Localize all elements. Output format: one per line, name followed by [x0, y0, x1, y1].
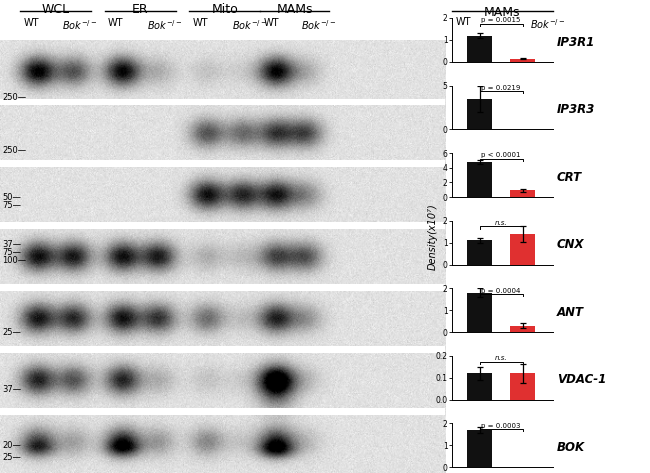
Text: 25—: 25—: [2, 327, 21, 336]
Text: WT: WT: [192, 18, 208, 28]
Text: Mito: Mito: [211, 3, 239, 16]
Text: p = 0.0219: p = 0.0219: [482, 85, 521, 91]
Text: CNX: CNX: [557, 238, 584, 251]
Text: $Bok^{-/-}$: $Bok^{-/-}$: [231, 18, 267, 32]
Bar: [0, 284, 445, 291]
Text: MAMs: MAMs: [484, 6, 521, 19]
Bar: [0, 98, 445, 105]
Text: WT: WT: [108, 18, 124, 28]
Text: IP3R1: IP3R1: [557, 35, 595, 49]
Text: $Bok^{-/-}$: $Bok^{-/-}$: [530, 17, 565, 31]
Text: WT: WT: [23, 18, 39, 28]
Bar: [510, 373, 535, 400]
Text: 25—: 25—: [2, 453, 21, 462]
Text: Density(x10⁷): Density(x10⁷): [427, 203, 437, 270]
Text: BOK: BOK: [557, 441, 585, 454]
Bar: [510, 325, 535, 332]
Bar: [467, 430, 492, 467]
Bar: [510, 191, 535, 197]
Text: 250—: 250—: [2, 146, 27, 155]
Text: 20—: 20—: [2, 441, 21, 450]
Bar: [467, 35, 492, 62]
Text: p = 0.0004: p = 0.0004: [482, 288, 521, 294]
Text: MAMs: MAMs: [277, 3, 313, 16]
Text: 75—: 75—: [2, 248, 21, 257]
Bar: [467, 373, 492, 400]
Text: ER: ER: [132, 3, 149, 16]
Text: VDAC-1: VDAC-1: [557, 374, 606, 386]
Bar: [0, 222, 445, 229]
Bar: [510, 59, 535, 62]
Bar: [467, 99, 492, 130]
Bar: [467, 162, 492, 197]
Bar: [467, 240, 492, 264]
Bar: [0, 346, 445, 353]
Text: 37—: 37—: [2, 240, 21, 249]
Text: 50—: 50—: [2, 193, 21, 202]
Text: WT: WT: [456, 17, 471, 27]
Bar: [510, 234, 535, 264]
Text: 250—: 250—: [2, 93, 27, 102]
Text: CRT: CRT: [557, 171, 582, 184]
Text: 75—: 75—: [2, 201, 21, 210]
Bar: [0, 160, 445, 167]
Text: WCL: WCL: [42, 3, 70, 16]
Text: WT: WT: [264, 18, 280, 28]
Text: n.s.: n.s.: [495, 220, 508, 226]
Text: $Bok^{-/-}$: $Bok^{-/-}$: [62, 18, 98, 32]
Text: p < 0.0001: p < 0.0001: [482, 152, 521, 158]
Bar: [467, 293, 492, 332]
Text: n.s.: n.s.: [495, 355, 508, 361]
Text: p = 0.0003: p = 0.0003: [482, 423, 521, 429]
Bar: [0, 408, 445, 415]
Text: ANT: ANT: [557, 306, 584, 319]
Text: IP3R3: IP3R3: [557, 103, 595, 116]
Text: 37—: 37—: [2, 385, 21, 394]
Text: 100—: 100—: [2, 256, 27, 265]
Text: $Bok^{-/-}$: $Bok^{-/-}$: [147, 18, 183, 32]
Text: $Bok^{-/-}$: $Bok^{-/-}$: [301, 18, 336, 32]
Text: p = 0.0015: p = 0.0015: [482, 17, 521, 23]
